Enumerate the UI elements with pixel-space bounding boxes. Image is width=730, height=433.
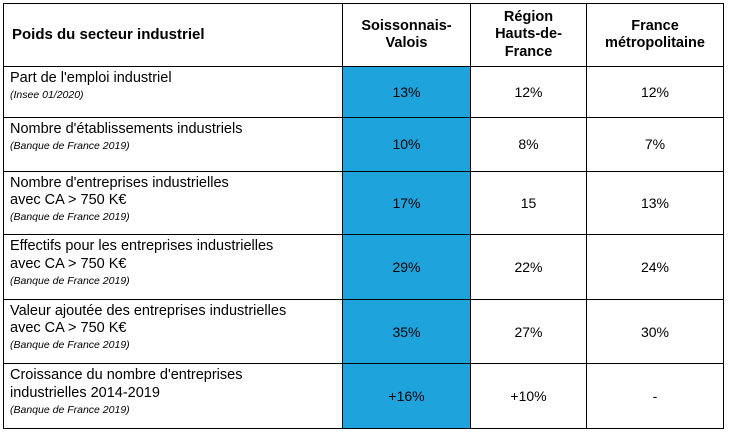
value-soissonnais: 17% xyxy=(342,170,471,236)
table-row: Effectifs pour les entreprises industrie… xyxy=(3,234,724,300)
table-row: Part de l'emploi industriel (Insee 01/20… xyxy=(3,65,724,119)
row-source: (Banque de France 2019) xyxy=(10,339,130,352)
table-header-row: Poids du secteur industriel Soissonnais-… xyxy=(3,3,724,67)
row-label: Nombre d'établissements industriels xyxy=(10,121,243,138)
row-label: Valeur ajoutée des entreprises industrie… xyxy=(10,302,287,337)
header-france-metropolitaine: France métropolitaine xyxy=(586,3,724,67)
header-sector-weight: Poids du secteur industriel xyxy=(3,3,343,67)
table-row: Valeur ajoutée des entreprises industrie… xyxy=(3,298,724,365)
table-row: Croissance du nombre d'entreprises indus… xyxy=(3,363,724,429)
table-row: Nombre d'entreprises industrielles avec … xyxy=(3,170,724,236)
row-label: Effectifs pour les entreprises industrie… xyxy=(10,238,274,272)
value-soissonnais: 29% xyxy=(342,234,471,300)
value-region: 27% xyxy=(470,298,587,365)
value-soissonnais: 13% xyxy=(342,65,471,119)
table-row: Nombre d'établissements industriels (Ban… xyxy=(3,117,724,172)
value-region: 12% xyxy=(470,65,587,119)
value-region: 15 xyxy=(470,170,587,236)
value-region: 22% xyxy=(470,234,587,300)
value-france: 7% xyxy=(586,117,724,172)
value-france: 30% xyxy=(586,298,724,365)
row-source: (Banque de France 2019) xyxy=(10,210,130,223)
value-region: 8% xyxy=(470,117,587,172)
row-label-cell: Nombre d'établissements industriels (Ban… xyxy=(3,117,343,172)
row-label-cell: Valeur ajoutée des entreprises industrie… xyxy=(3,298,343,365)
row-label-cell: Effectifs pour les entreprises industrie… xyxy=(3,234,343,300)
value-france: 13% xyxy=(586,170,724,236)
value-region: +10% xyxy=(470,363,587,429)
value-france: 24% xyxy=(586,234,724,300)
row-label-cell: Nombre d'entreprises industrielles avec … xyxy=(3,170,343,236)
value-soissonnais: 35% xyxy=(342,298,471,365)
row-source: (Banque de France 2019) xyxy=(10,403,130,416)
row-source: (Banque de France 2019) xyxy=(10,139,130,152)
row-source: (Banque de France 2019) xyxy=(10,274,130,287)
header-soissonnais-valois: Soissonnais- Valois xyxy=(342,3,471,67)
value-soissonnais: +16% xyxy=(342,363,471,429)
industrial-sector-table: Poids du secteur industriel Soissonnais-… xyxy=(3,3,724,429)
row-label: Part de l'emploi industriel xyxy=(10,70,172,86)
value-france: - xyxy=(586,363,724,429)
header-region-hauts-de-france: Région Hauts-de- France xyxy=(470,3,587,67)
row-label: Croissance du nombre d'entreprises indus… xyxy=(10,367,243,402)
value-france: 12% xyxy=(586,65,724,119)
row-source: (Insee 01/2020) xyxy=(10,88,84,101)
value-soissonnais: 10% xyxy=(342,117,471,172)
row-label-cell: Croissance du nombre d'entreprises indus… xyxy=(3,363,343,429)
row-label-cell: Part de l'emploi industriel (Insee 01/20… xyxy=(3,65,343,119)
row-label: Nombre d'entreprises industrielles avec … xyxy=(10,174,229,209)
